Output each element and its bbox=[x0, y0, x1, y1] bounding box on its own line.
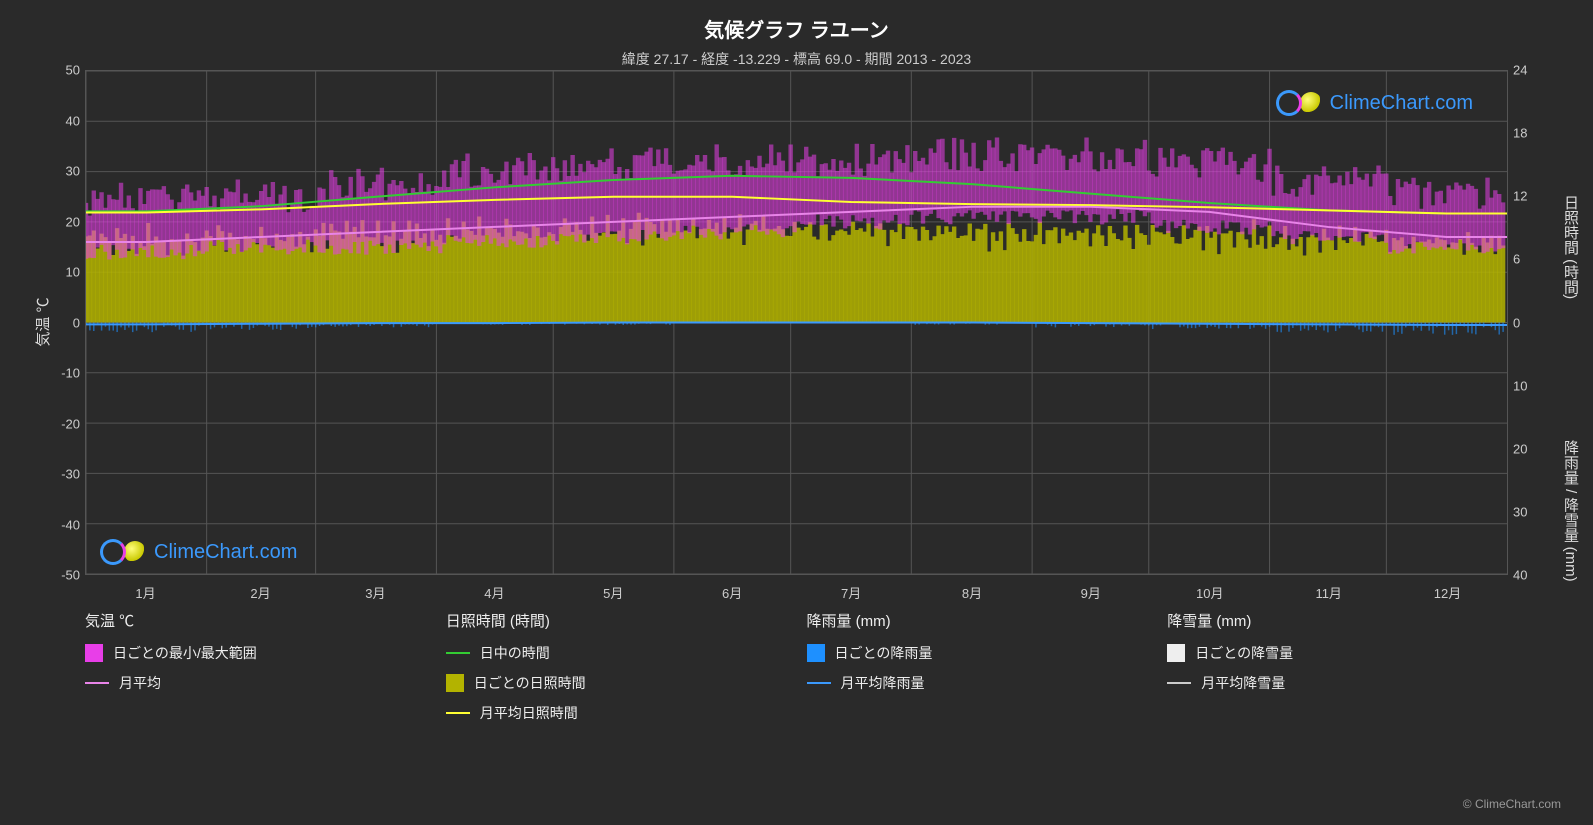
y-tick-left: -40 bbox=[40, 517, 80, 532]
legend-header: 降雨量 (mm) bbox=[807, 610, 1148, 631]
y-tick-right-sun: 12 bbox=[1513, 189, 1553, 204]
plot-svg bbox=[86, 71, 1507, 574]
legend-item: 月平均降雪量 bbox=[1167, 673, 1508, 693]
legend-label: 月平均降雪量 bbox=[1201, 673, 1285, 693]
plot-area bbox=[85, 70, 1508, 575]
legend-column: 降雪量 (mm) 日ごとの降雪量月平均降雪量 bbox=[1167, 610, 1508, 733]
legend: 気温 ℃ 日ごとの最小/最大範囲月平均 日照時間 (時間) 日中の時間日ごとの日照時間… bbox=[85, 610, 1508, 733]
y-tick-left: 50 bbox=[40, 63, 80, 78]
y-tick-left: -50 bbox=[40, 568, 80, 583]
y-tick-left: 10 bbox=[40, 265, 80, 280]
x-tick-month: 9月 bbox=[1081, 583, 1101, 602]
legend-item: 月平均 bbox=[85, 673, 426, 693]
legend-column: 降雨量 (mm) 日ごとの降雨量月平均降雨量 bbox=[807, 610, 1148, 733]
logo-sun-icon bbox=[1300, 92, 1322, 114]
legend-line-icon bbox=[1167, 682, 1191, 684]
legend-line-icon bbox=[807, 682, 831, 684]
y-tick-left: 30 bbox=[40, 164, 80, 179]
y-axis-right-bot-label: 降雨量 / 降雪量 (mm) bbox=[1560, 440, 1581, 582]
y-tick-right-rain: 20 bbox=[1513, 441, 1553, 456]
legend-label: 月平均日照時間 bbox=[480, 703, 578, 723]
climate-chart: 気候グラフ ラユーン 緯度 27.17 - 経度 -13.229 - 標高 69… bbox=[0, 0, 1593, 825]
legend-line-icon bbox=[446, 712, 470, 714]
legend-label: 日中の時間 bbox=[480, 643, 550, 663]
legend-label: 月平均降雨量 bbox=[841, 673, 925, 693]
legend-header: 降雪量 (mm) bbox=[1167, 610, 1508, 631]
y-tick-right-rain: 30 bbox=[1513, 504, 1553, 519]
legend-item: 日ごとの最小/最大範囲 bbox=[85, 643, 426, 663]
legend-line-icon bbox=[85, 682, 109, 684]
y-tick-left: -20 bbox=[40, 416, 80, 431]
x-tick-month: 11月 bbox=[1315, 583, 1342, 602]
legend-column: 気温 ℃ 日ごとの最小/最大範囲月平均 bbox=[85, 610, 426, 733]
watermark-bottom-left: ClimeChart.com bbox=[100, 539, 297, 565]
chart-title: 気候グラフ ラユーン bbox=[0, 0, 1593, 43]
watermark-text: ClimeChart.com bbox=[1330, 92, 1473, 115]
legend-header: 気温 ℃ bbox=[85, 610, 426, 631]
x-tick-month: 7月 bbox=[841, 583, 861, 602]
legend-label: 日ごとの日照時間 bbox=[474, 673, 586, 693]
legend-label: 月平均 bbox=[119, 673, 161, 693]
legend-item: 日中の時間 bbox=[446, 643, 787, 663]
y-tick-right-sun: 18 bbox=[1513, 126, 1553, 141]
y-tick-left: 20 bbox=[40, 214, 80, 229]
chart-subtitle: 緯度 27.17 - 経度 -13.229 - 標高 69.0 - 期間 201… bbox=[0, 43, 1593, 69]
legend-swatch-icon bbox=[1167, 644, 1185, 662]
legend-line-icon bbox=[446, 652, 470, 654]
x-tick-month: 10月 bbox=[1196, 583, 1223, 602]
x-tick-month: 4月 bbox=[484, 583, 504, 602]
legend-column: 日照時間 (時間) 日中の時間日ごとの日照時間月平均日照時間 bbox=[446, 610, 787, 733]
attribution: © ClimeChart.com bbox=[1463, 797, 1561, 811]
watermark-text: ClimeChart.com bbox=[154, 541, 297, 564]
legend-swatch-icon bbox=[446, 674, 464, 692]
y-tick-left: -10 bbox=[40, 366, 80, 381]
y-tick-left: -30 bbox=[40, 467, 80, 482]
watermark-top-right: ClimeChart.com bbox=[1276, 90, 1473, 116]
y-tick-right-rain: 10 bbox=[1513, 378, 1553, 393]
y-tick-right-sun: 24 bbox=[1513, 63, 1553, 78]
legend-item: 日ごとの日照時間 bbox=[446, 673, 787, 693]
logo-circle-icon bbox=[100, 539, 126, 565]
y-tick-right-sun: 0 bbox=[1513, 315, 1553, 330]
legend-item: 日ごとの降雪量 bbox=[1167, 643, 1508, 663]
logo-circle-icon bbox=[1276, 90, 1302, 116]
legend-label: 日ごとの最小/最大範囲 bbox=[113, 643, 257, 663]
legend-label: 日ごとの降雨量 bbox=[835, 643, 933, 663]
legend-swatch-icon bbox=[807, 644, 825, 662]
legend-item: 日ごとの降雨量 bbox=[807, 643, 1148, 663]
legend-item: 月平均日照時間 bbox=[446, 703, 787, 723]
y-tick-right-rain: 40 bbox=[1513, 568, 1553, 583]
x-tick-month: 5月 bbox=[603, 583, 623, 602]
x-tick-month: 12月 bbox=[1434, 583, 1461, 602]
x-tick-month: 6月 bbox=[722, 583, 742, 602]
legend-swatch-icon bbox=[85, 644, 103, 662]
legend-item: 月平均降雨量 bbox=[807, 673, 1148, 693]
x-tick-month: 2月 bbox=[250, 583, 270, 602]
legend-header: 日照時間 (時間) bbox=[446, 610, 787, 631]
y-axis-right-top-label: 日照時間 (時間) bbox=[1560, 195, 1581, 299]
logo-sun-icon bbox=[124, 541, 146, 563]
x-tick-month: 3月 bbox=[365, 583, 385, 602]
y-tick-right-sun: 6 bbox=[1513, 252, 1553, 267]
y-tick-left: 0 bbox=[40, 315, 80, 330]
x-tick-month: 1月 bbox=[135, 583, 155, 602]
y-tick-left: 40 bbox=[40, 113, 80, 128]
x-tick-month: 8月 bbox=[962, 583, 982, 602]
legend-label: 日ごとの降雪量 bbox=[1195, 643, 1293, 663]
